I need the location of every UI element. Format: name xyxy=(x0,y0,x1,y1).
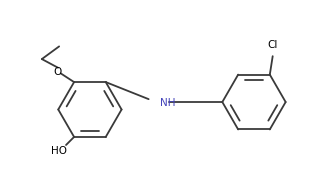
Text: HO: HO xyxy=(51,146,66,156)
Text: NH: NH xyxy=(160,98,175,108)
Text: O: O xyxy=(54,67,62,77)
Text: Cl: Cl xyxy=(267,40,278,50)
